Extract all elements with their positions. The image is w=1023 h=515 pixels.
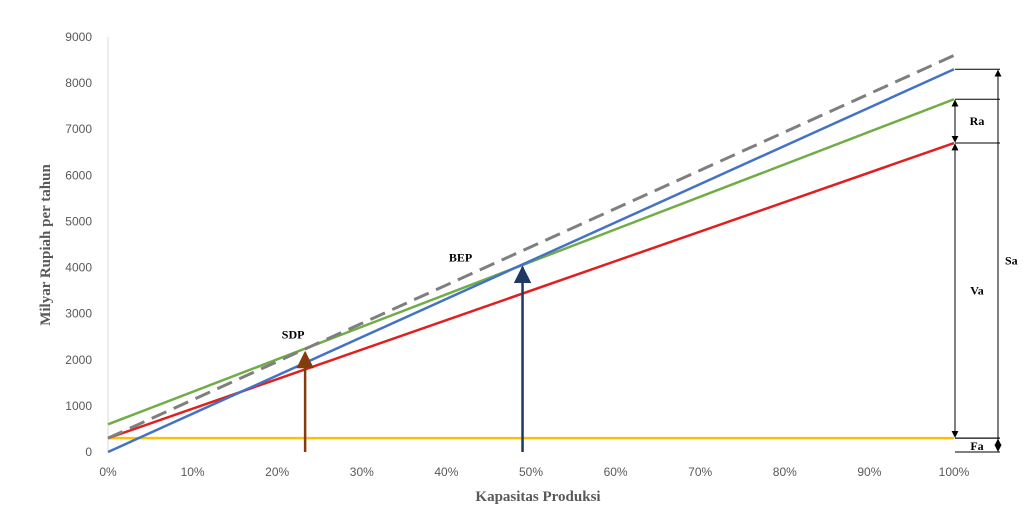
- x-tick-label: 90%: [857, 465, 881, 479]
- x-tick-label: 40%: [434, 465, 458, 479]
- series-line-4: [107, 68, 955, 454]
- bracket-label-va: Va: [970, 284, 984, 298]
- y-tick-label: 8000: [65, 76, 92, 90]
- x-tick-label: 60%: [604, 465, 628, 479]
- y-tick-label: 0: [85, 445, 92, 459]
- y-tick-label: 4000: [65, 261, 92, 275]
- bracket-label-ra: Ra: [970, 114, 985, 128]
- y-tick-label: 7000: [65, 122, 92, 136]
- x-tick-label: 0%: [99, 465, 117, 479]
- series-lines: [107, 54, 955, 454]
- x-tick-label: 10%: [181, 465, 205, 479]
- annotations: SDP BEP: [282, 250, 532, 452]
- x-tick-label: 50%: [519, 465, 543, 479]
- brackets: Ra Va Sa Fa: [951, 68, 1018, 453]
- x-tick-label: 20%: [265, 465, 289, 479]
- x-tick-label: 70%: [688, 465, 712, 479]
- y-tick-label: 5000: [65, 214, 92, 228]
- y-axis-title: Milyar Rupiah per tahun: [38, 164, 54, 326]
- x-tick-label: 30%: [350, 465, 374, 479]
- annotation-label-bep: BEP: [449, 250, 472, 264]
- x-tick-labels: 0% 10% 20% 30% 40% 50% 60% 70% 80% 90% 100%: [99, 465, 969, 479]
- y-tick-label: 1000: [65, 399, 92, 413]
- y-tick-label: 6000: [65, 168, 92, 182]
- y-tick-label: 9000: [65, 30, 92, 44]
- y-tick-labels: 0 1000 2000 3000 4000 5000 6000 7000 8000 9000: [65, 30, 92, 459]
- y-tick-label: 3000: [65, 307, 92, 321]
- bracket-label-fa: Fa: [970, 439, 983, 453]
- series-line-5: [107, 54, 955, 440]
- bracket-label-sa: Sa: [1005, 254, 1018, 268]
- x-tick-label: 100%: [939, 465, 970, 479]
- x-axis-title: Kapasitas Produksi: [475, 489, 600, 505]
- y-tick-label: 2000: [65, 353, 92, 367]
- x-tick-label: 80%: [773, 465, 797, 479]
- annotation-label-sdp: SDP: [282, 328, 305, 342]
